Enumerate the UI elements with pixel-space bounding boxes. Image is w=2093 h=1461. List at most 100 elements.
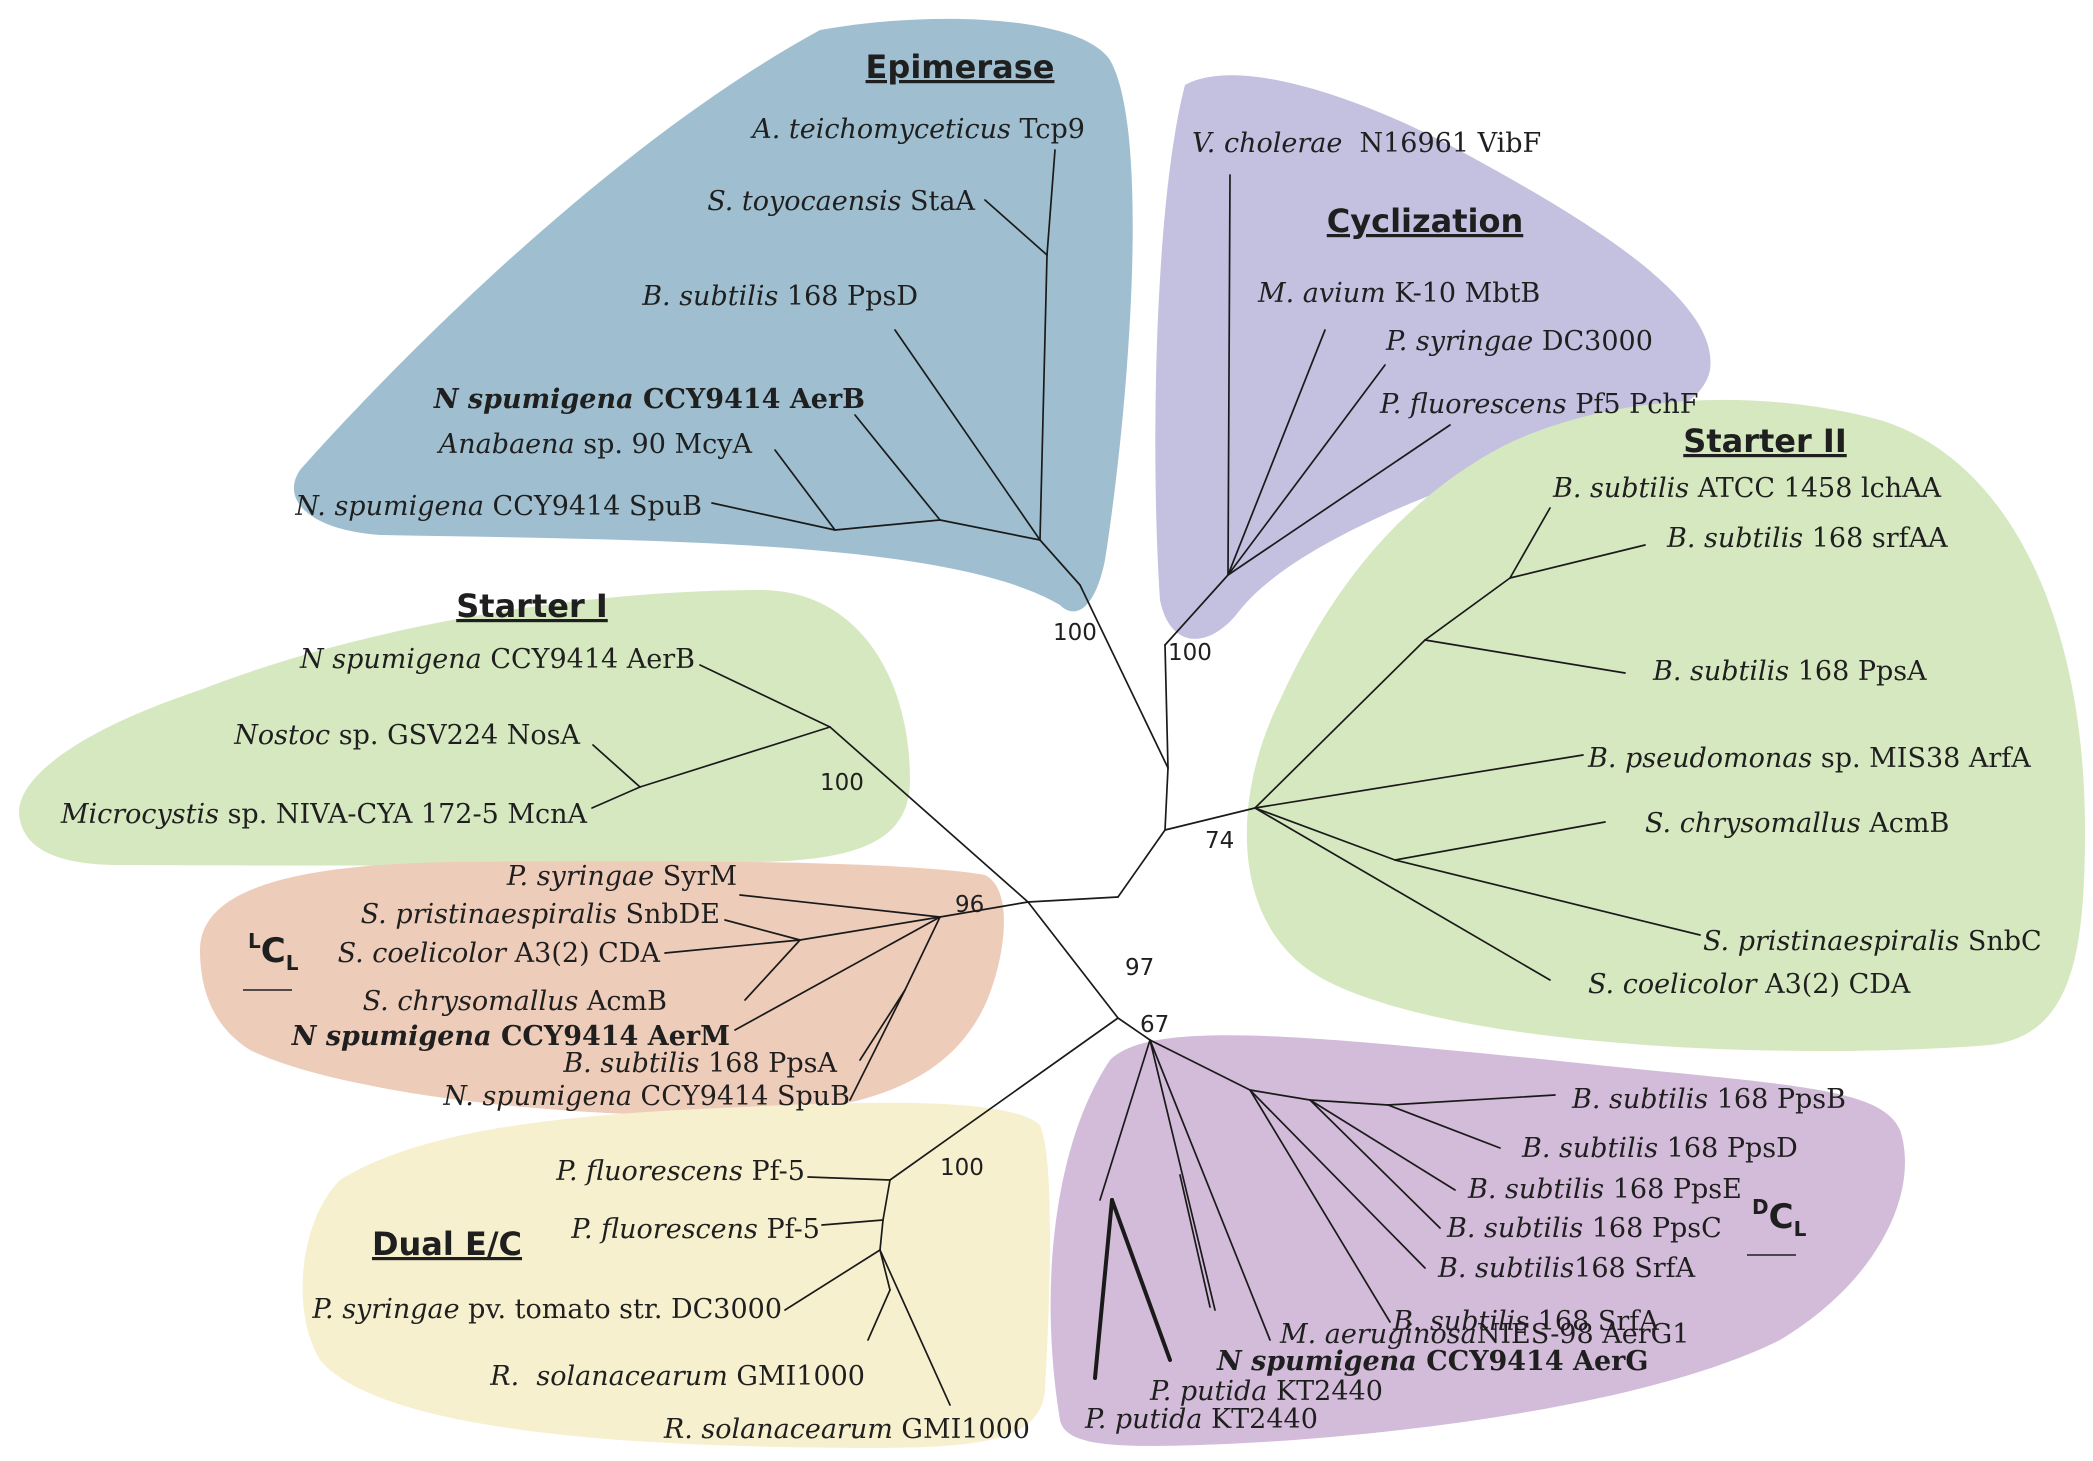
leaf-species: P. syringae: [311, 1294, 459, 1325]
leaf-species: V. cholerae: [1192, 128, 1342, 159]
leaf-strain-protein: GMI1000: [728, 1361, 865, 1392]
leaf-strain-protein: NIES-98 AerG1: [1477, 1319, 1690, 1350]
dual-ec-clade-region: [302, 1102, 1051, 1448]
leaf-label-st2: S. pristinaespiralis SnbC: [1703, 926, 2042, 957]
leaf-species: P. fluorescens: [1379, 389, 1567, 420]
leaf-label-lcl: S. coelicolor A3(2) CDA: [338, 938, 661, 969]
leaf-species: Nostoc: [233, 720, 330, 751]
leaf-species: S. coelicolor: [338, 938, 509, 969]
leaf-strain-protein: 168 srfAA: [1803, 523, 1948, 554]
leaf-strain-protein: CCY9414 AerB: [482, 644, 695, 675]
leaf-strain-protein: CCY9414 AerB: [634, 384, 865, 415]
leaf-species: N spumigena: [433, 384, 634, 415]
leaf-strain-protein: KT2440: [1267, 1376, 1382, 1407]
leaf-label-cyc: V. cholerae N16961 VibF: [1192, 128, 1541, 159]
leaf-label-dcl: P. putida KT2440: [1149, 1376, 1383, 1407]
leaf-strain-protein: 168 PpsA: [1789, 656, 1927, 687]
leaf-strain-protein: Pf5 PchF: [1567, 389, 1699, 420]
leaf-label-epi: A. teichomyceticus Tcp9: [749, 114, 1085, 145]
leaf-species: B. subtilis: [1446, 1213, 1583, 1244]
leaf-species: B. pseudomonas: [1587, 743, 1812, 774]
leaf-species: B. subtilis: [641, 281, 778, 312]
leaf-strain-protein: 168 PpsC: [1583, 1213, 1722, 1244]
leaf-species: B. subtilis: [1552, 473, 1689, 504]
leaf-strain-protein: 168 PpsB: [1708, 1084, 1846, 1115]
leaf-strain-protein: CCY9414 SpuB: [484, 491, 702, 522]
leaf-strain-protein: SyrM: [654, 861, 737, 892]
dcl-domain-label: DCL: [1747, 1195, 1807, 1256]
leaf-label-st2: S. chrysomallus AcmB: [1645, 808, 1949, 839]
leaf-label-dcl: B. subtilis 168 PpsC: [1446, 1213, 1722, 1244]
leaf-strain-protein: ATCC 1458 lchAA: [1689, 473, 1941, 504]
leaf-label-cyc: M. avium K-10 MbtB: [1257, 278, 1540, 309]
dcl-clade-region: [1050, 1035, 1905, 1446]
leaf-strain-protein: 168 SrfA: [1529, 1306, 1659, 1337]
leaf-label-dcl: B. subtilis168 SrfA: [1437, 1253, 1696, 1284]
leaf-label-st2: B. subtilis 168 srfAA: [1666, 523, 1948, 554]
leaf-strain-protein: Tcp9: [1011, 114, 1085, 145]
leaf-species: N. spumigena: [442, 1081, 632, 1112]
leaf-label-lcl: B. subtilis 168 PpsA: [562, 1048, 837, 1079]
leaf-species: B. subtilis: [1467, 1174, 1604, 1205]
leaf-strain-protein: 168 PpsD: [1658, 1133, 1798, 1164]
leaf-species: N spumigena: [291, 1021, 492, 1052]
leaf-label-dual: P. fluorescens Pf-5: [555, 1156, 805, 1187]
clade-title-epimerase: Epimerase: [866, 48, 1055, 86]
leaf-species: R. solanacearum: [663, 1414, 893, 1445]
leaf-strain-protein: A3(2) CDA: [1757, 969, 1911, 1000]
leaf-species: B. subtilis: [1521, 1133, 1658, 1164]
leaf-species: N. spumigena: [294, 491, 484, 522]
leaf-strain-protein: A3(2) CDA: [506, 938, 660, 969]
leaf-species: P. putida: [1149, 1376, 1267, 1407]
leaf-label-dcl: M. aeruginosaNIES-98 AerG1: [1279, 1319, 1689, 1350]
leaf-strain-protein: K-10 MbtB: [1386, 278, 1540, 309]
bootstrap-value: 96: [955, 892, 984, 918]
leaf-label-epi: S. toyocaensis StaA: [707, 186, 975, 217]
leaf-species: B. subtilis: [1666, 523, 1803, 554]
leaf-label-st1: Microcystis sp. NIVA-CYA 172-5 McnA: [60, 799, 588, 830]
leaf-strain-protein: SnbC: [1959, 926, 2041, 957]
leaf-species: P. syringae: [506, 861, 654, 892]
leaf-label-epi: N spumigena CCY9414 AerB: [433, 384, 865, 415]
lcl-domain-label: LCL: [243, 929, 299, 991]
leaf-label-st2: B. pseudomonas sp. MIS38 ArfA: [1587, 743, 2031, 774]
leaf-strain-protein: 168 PpsD: [778, 281, 918, 312]
leaf-label-lcl: S. chrysomallus AcmB: [363, 986, 667, 1017]
leaf-label-cyc: P. fluorescens Pf5 PchF: [1379, 389, 1699, 420]
leaf-label-st1: Nostoc sp. GSV224 NosA: [233, 720, 580, 751]
svg-text:LCL: LCL: [248, 929, 299, 975]
leaf-species: R. solanacearum: [489, 1361, 728, 1392]
leaf-label-st2: B. subtilis 168 PpsA: [1652, 656, 1927, 687]
leaf-strain-protein: pv. tomato str. DC3000: [460, 1294, 782, 1325]
leaf-species: B. subtilis: [1571, 1084, 1708, 1115]
leaf-species: B. subtilis: [1437, 1253, 1574, 1284]
leaf-species: S. chrysomallus: [363, 986, 579, 1017]
leaf-species: M. aeruginosa: [1279, 1319, 1477, 1350]
leaf-label-dcl: B. subtilis 168 SrfA: [1392, 1306, 1659, 1337]
lcl-clade-region: [200, 861, 1004, 1116]
leaf-label-lcl: P. syringae SyrM: [506, 861, 737, 892]
leaf-label-dcl: N spumigena CCY9414 AerG: [1216, 1346, 1648, 1377]
leaf-species: P. fluorescens: [555, 1156, 743, 1187]
bootstrap-value: 100: [1168, 640, 1212, 666]
bootstrap-value: 100: [1053, 620, 1097, 646]
leaf-label-dcl: B. subtilis 168 PpsE: [1467, 1174, 1742, 1205]
leaf-species: P. fluorescens: [570, 1214, 758, 1245]
leaf-strain-protein: CCY9414 AerM: [492, 1021, 730, 1052]
leaf-strain-protein: sp. 90 McyA: [575, 429, 753, 460]
leaf-strain-protein: 168 PpsE: [1604, 1174, 1742, 1205]
leaf-strain-protein: CCY9414 SpuB: [632, 1081, 850, 1112]
starter-i-clade-region: [19, 590, 910, 866]
bootstrap-values: 100 100 100 74 96 97 67 100: [820, 620, 1234, 1181]
bootstrap-value: 97: [1125, 955, 1154, 981]
leaf-species: M. avium: [1257, 278, 1386, 309]
leaf-label-lcl: S. pristinaespiralis SnbDE: [361, 899, 720, 930]
bootstrap-value: 100: [820, 770, 864, 796]
leaf-labels: A. teichomyceticus Tcp9 S. toyocaensis St…: [60, 114, 2042, 1445]
leaf-species: Microcystis: [60, 799, 219, 830]
leaf-species: P. syringae: [1385, 326, 1533, 357]
leaf-species: B. subtilis: [562, 1048, 699, 1079]
leaf-species: B. subtilis: [1652, 656, 1789, 687]
leaf-strain-protein: N16961 VibF: [1342, 128, 1541, 159]
starter-ii-clade-region: [1246, 399, 2085, 1052]
